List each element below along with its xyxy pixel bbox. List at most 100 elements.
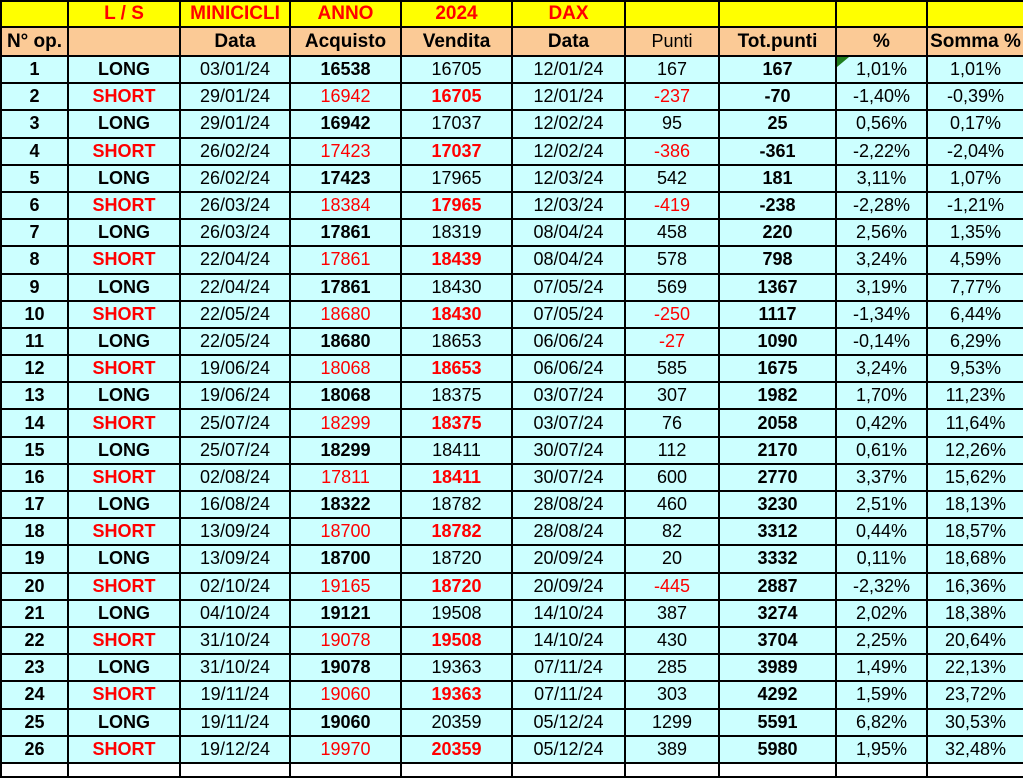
cell-data-in[interactable]: 26/02/24 bbox=[179, 136, 291, 166]
cell-ls[interactable]: SHORT bbox=[67, 625, 181, 656]
cell-vendita[interactable]: 18720 bbox=[400, 544, 513, 574]
cell-data-out[interactable]: 06/06/24 bbox=[511, 326, 626, 357]
cell-pct[interactable]: 6,82% bbox=[835, 707, 928, 737]
cell-data-in[interactable]: 22/05/24 bbox=[179, 326, 291, 357]
cell-acquisto[interactable]: 18299 bbox=[289, 408, 402, 438]
cell-punti[interactable]: -237 bbox=[624, 82, 720, 112]
cell-tot-punti[interactable]: 2887 bbox=[718, 571, 837, 601]
cell-n[interactable]: 22 bbox=[0, 625, 69, 656]
cell-pct[interactable]: 2,51% bbox=[835, 489, 928, 520]
header-cell-blank[interactable] bbox=[67, 26, 181, 57]
cell-acquisto[interactable]: 19078 bbox=[289, 653, 402, 683]
header-cell-tot-punti[interactable]: Tot.punti bbox=[718, 26, 837, 57]
cell-acquisto[interactable]: 17861 bbox=[289, 218, 402, 248]
cell-ls[interactable]: LONG bbox=[67, 653, 181, 683]
header-cell-2024[interactable]: 2024 bbox=[400, 0, 513, 28]
cell-vendita[interactable]: 17037 bbox=[400, 109, 513, 139]
cell-data-in[interactable]: 02/10/24 bbox=[179, 571, 291, 601]
cell-somma-pct[interactable]: 18,57% bbox=[926, 517, 1023, 547]
cell-somma-pct[interactable]: 16,36% bbox=[926, 571, 1023, 601]
cell-n[interactable]: 25 bbox=[0, 707, 69, 737]
cell-acquisto[interactable]: 18680 bbox=[289, 299, 402, 329]
cell-somma-pct[interactable]: -1,21% bbox=[926, 190, 1023, 221]
cell-data-in[interactable]: 25/07/24 bbox=[179, 435, 291, 465]
cell-data-in[interactable]: 19/06/24 bbox=[179, 381, 291, 411]
cell-acquisto[interactable]: 19121 bbox=[289, 598, 402, 628]
cell-data-in[interactable]: 31/10/24 bbox=[179, 653, 291, 683]
cell-tot-punti[interactable]: 220 bbox=[718, 218, 837, 248]
empty-cell[interactable] bbox=[67, 761, 181, 778]
cell-ls[interactable]: LONG bbox=[67, 435, 181, 465]
cell-somma-pct[interactable]: 15,62% bbox=[926, 462, 1023, 493]
cell-acquisto[interactable]: 19060 bbox=[289, 707, 402, 737]
cell-somma-pct[interactable]: 1,01% bbox=[926, 54, 1023, 85]
cell-tot-punti[interactable]: 25 bbox=[718, 109, 837, 139]
cell-ls[interactable]: LONG bbox=[67, 707, 181, 737]
cell-n[interactable]: 11 bbox=[0, 326, 69, 357]
cell-pct[interactable]: 3,19% bbox=[835, 272, 928, 302]
cell-n[interactable]: 8 bbox=[0, 245, 69, 275]
cell-tot-punti[interactable]: 798 bbox=[718, 245, 837, 275]
cell-n[interactable]: 4 bbox=[0, 136, 69, 166]
cell-acquisto[interactable]: 18384 bbox=[289, 190, 402, 221]
cell-acquisto[interactable]: 17861 bbox=[289, 272, 402, 302]
cell-n[interactable]: 26 bbox=[0, 734, 69, 764]
cell-data-out[interactable]: 20/09/24 bbox=[511, 544, 626, 574]
cell-vendita[interactable]: 18782 bbox=[400, 517, 513, 547]
cell-pct[interactable]: 3,11% bbox=[835, 163, 928, 193]
cell-vendita[interactable]: 16705 bbox=[400, 82, 513, 112]
cell-data-in[interactable]: 19/12/24 bbox=[179, 734, 291, 764]
cell-pct[interactable]: 1,95% bbox=[835, 734, 928, 764]
cell-n[interactable]: 23 bbox=[0, 653, 69, 683]
cell-pct[interactable]: -1,40% bbox=[835, 82, 928, 112]
cell-tot-punti[interactable]: 181 bbox=[718, 163, 837, 193]
cell-ls[interactable]: LONG bbox=[67, 489, 181, 520]
cell-data-out[interactable]: 12/02/24 bbox=[511, 136, 626, 166]
empty-cell[interactable] bbox=[624, 761, 720, 778]
header-cell-data-vendita[interactable]: Data bbox=[511, 26, 626, 57]
cell-tot-punti[interactable]: 2170 bbox=[718, 435, 837, 465]
cell-somma-pct[interactable]: -2,04% bbox=[926, 136, 1023, 166]
cell-data-in[interactable]: 22/04/24 bbox=[179, 272, 291, 302]
cell-n[interactable]: 17 bbox=[0, 489, 69, 520]
cell-ls[interactable]: SHORT bbox=[67, 462, 181, 493]
cell-n[interactable]: 16 bbox=[0, 462, 69, 493]
cell-data-out[interactable]: 30/07/24 bbox=[511, 435, 626, 465]
cell-acquisto[interactable]: 16942 bbox=[289, 109, 402, 139]
cell-pct[interactable]: 0,44% bbox=[835, 517, 928, 547]
cell-somma-pct[interactable]: -0,39% bbox=[926, 82, 1023, 112]
cell-ls[interactable]: SHORT bbox=[67, 245, 181, 275]
empty-cell[interactable] bbox=[0, 761, 69, 778]
cell-acquisto[interactable]: 17811 bbox=[289, 462, 402, 493]
cell-pct[interactable]: -2,32% bbox=[835, 571, 928, 601]
cell-somma-pct[interactable]: 6,29% bbox=[926, 326, 1023, 357]
cell-acquisto[interactable]: 17423 bbox=[289, 136, 402, 166]
cell-punti[interactable]: 389 bbox=[624, 734, 720, 764]
cell-ls[interactable]: SHORT bbox=[67, 82, 181, 112]
header-cell-vendita[interactable]: Vendita bbox=[400, 26, 513, 57]
cell-tot-punti[interactable]: 4292 bbox=[718, 680, 837, 710]
cell-data-out[interactable]: 05/12/24 bbox=[511, 707, 626, 737]
cell-ls[interactable]: SHORT bbox=[67, 354, 181, 384]
cell-pct[interactable]: 1,01% bbox=[835, 54, 928, 85]
cell-punti[interactable]: 430 bbox=[624, 625, 720, 656]
cell-data-in[interactable]: 13/09/24 bbox=[179, 517, 291, 547]
cell-n[interactable]: 13 bbox=[0, 381, 69, 411]
cell-data-in[interactable]: 03/01/24 bbox=[179, 54, 291, 85]
cell-n[interactable]: 2 bbox=[0, 82, 69, 112]
cell-n[interactable]: 10 bbox=[0, 299, 69, 329]
cell-ls[interactable]: SHORT bbox=[67, 408, 181, 438]
cell-ls[interactable]: LONG bbox=[67, 109, 181, 139]
cell-data-out[interactable]: 07/05/24 bbox=[511, 299, 626, 329]
cell-data-in[interactable]: 26/03/24 bbox=[179, 190, 291, 221]
cell-tot-punti[interactable]: -70 bbox=[718, 82, 837, 112]
cell-pct[interactable]: -0,14% bbox=[835, 326, 928, 357]
cell-somma-pct[interactable]: 20,64% bbox=[926, 625, 1023, 656]
cell-punti[interactable]: 112 bbox=[624, 435, 720, 465]
cell-acquisto[interactable]: 16942 bbox=[289, 82, 402, 112]
header-cell-blank[interactable] bbox=[718, 0, 837, 28]
cell-somma-pct[interactable]: 6,44% bbox=[926, 299, 1023, 329]
cell-n[interactable]: 14 bbox=[0, 408, 69, 438]
cell-somma-pct[interactable]: 11,23% bbox=[926, 381, 1023, 411]
empty-cell[interactable] bbox=[400, 761, 513, 778]
